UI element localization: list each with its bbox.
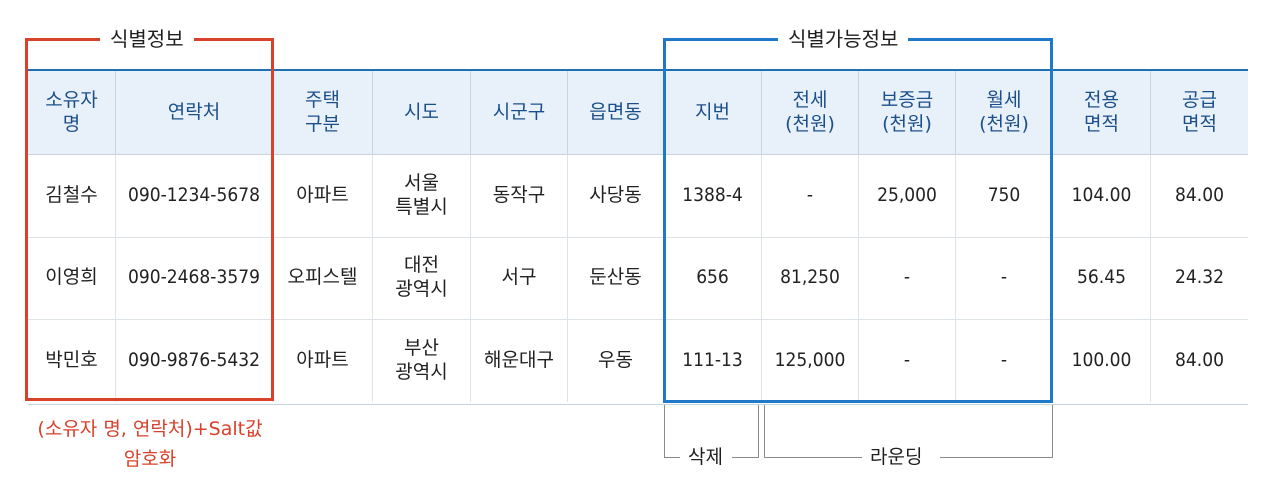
cell-housing-type: 아파트	[272, 319, 372, 402]
cell-supply-area: 84.00	[1150, 319, 1248, 402]
cell-province: 대전 광역시	[372, 237, 470, 319]
cell-supply-area: 24.32	[1150, 237, 1248, 319]
header-monthly-rent: 월세 (천원)	[955, 71, 1052, 154]
cell-province: 부산 광역시	[372, 319, 470, 402]
cell-district: 동작구	[470, 155, 567, 237]
rounding-label: 라운딩	[862, 444, 931, 470]
header-contact: 연락처	[115, 71, 272, 154]
header-supply-area: 공급 면적	[1150, 71, 1248, 154]
header-housing-type: 주택 구분	[272, 71, 372, 154]
cell-exclusive-area: 104.00	[1052, 155, 1150, 237]
cell-jeonse: 81,250	[761, 237, 858, 319]
delete-label: 삭제	[680, 444, 731, 470]
header-jeonse: 전세 (천원)	[761, 71, 858, 154]
table-header-row: 소유자 명 연락처 주택 구분 시도 시군구 읍면동 지번 전세 (천원) 보증…	[28, 71, 1248, 155]
header-deposit: 보증금 (천원)	[858, 71, 955, 154]
rounding-bracket-right	[940, 405, 1053, 458]
header-province: 시도	[372, 71, 470, 154]
cell-contact: 090-9876-5432	[115, 319, 272, 402]
identifiable-info-box: 식별가능정보	[663, 25, 1053, 403]
cell-town: 둔산동	[567, 237, 663, 319]
header-owner-name: 소유자 명	[45, 88, 98, 135]
cell-owner-name: 박민호	[45, 348, 98, 371]
rounding-bracket-left	[764, 405, 865, 458]
cell-housing-type: 오피스텔	[272, 237, 372, 319]
cell-owner-name: 이영희	[45, 266, 98, 289]
cell-monthly-rent: -	[955, 319, 1052, 402]
header-town: 읍면동	[567, 71, 663, 154]
cell-exclusive-area: 56.45	[1052, 237, 1150, 319]
cell-jeonse: 125,000	[761, 319, 858, 402]
cell-deposit: -	[858, 237, 955, 319]
cell-contact: 090-1234-5678	[115, 155, 272, 237]
cell-monthly-rent: -	[955, 237, 1052, 319]
identifying-info-box: 식별정보	[25, 25, 274, 401]
data-table: 소유자 명 연락처 주택 구분 시도 시군구 읍면동 지번 전세 (천원) 보증…	[28, 69, 1248, 405]
cell-owner-name: 김철수	[45, 184, 98, 207]
cell-housing-type: 아파트	[272, 155, 372, 237]
cell-exclusive-area: 100.00	[1052, 319, 1150, 402]
table-row: 김철수 090-1234-5678 아파트 서울 특별시 동작구 사당동 138…	[28, 155, 1248, 238]
table-row: 박민호 090-9876-5432 아파트 부산 광역시 해운대구 우동 111…	[28, 319, 1248, 402]
encryption-note: (소유자 명, 연락처)+Salt값 암호화	[37, 418, 263, 470]
cell-contact: 090-2468-3579	[115, 237, 272, 319]
cell-district: 해운대구	[470, 319, 567, 402]
table-row: 이영희 090-2468-3579 오피스텔 대전 광역시 서구 둔산동 656…	[28, 237, 1248, 320]
identifiable-info-label: 식별가능정보	[778, 25, 909, 53]
cell-jeonse: -	[761, 155, 858, 237]
cell-deposit: -	[858, 319, 955, 402]
cell-province: 서울 특별시	[372, 155, 470, 237]
cell-monthly-rent: 750	[955, 155, 1052, 237]
header-exclusive-area: 전용 면적	[1052, 71, 1150, 154]
cell-deposit: 25,000	[858, 155, 955, 237]
cell-town: 사당동	[567, 155, 663, 237]
cell-supply-area: 84.00	[1150, 155, 1248, 237]
cell-district: 서구	[470, 237, 567, 319]
identifying-info-label: 식별정보	[100, 25, 194, 53]
cell-town: 우동	[567, 319, 663, 402]
delete-bracket-right	[732, 405, 759, 458]
header-district: 시군구	[470, 71, 567, 154]
